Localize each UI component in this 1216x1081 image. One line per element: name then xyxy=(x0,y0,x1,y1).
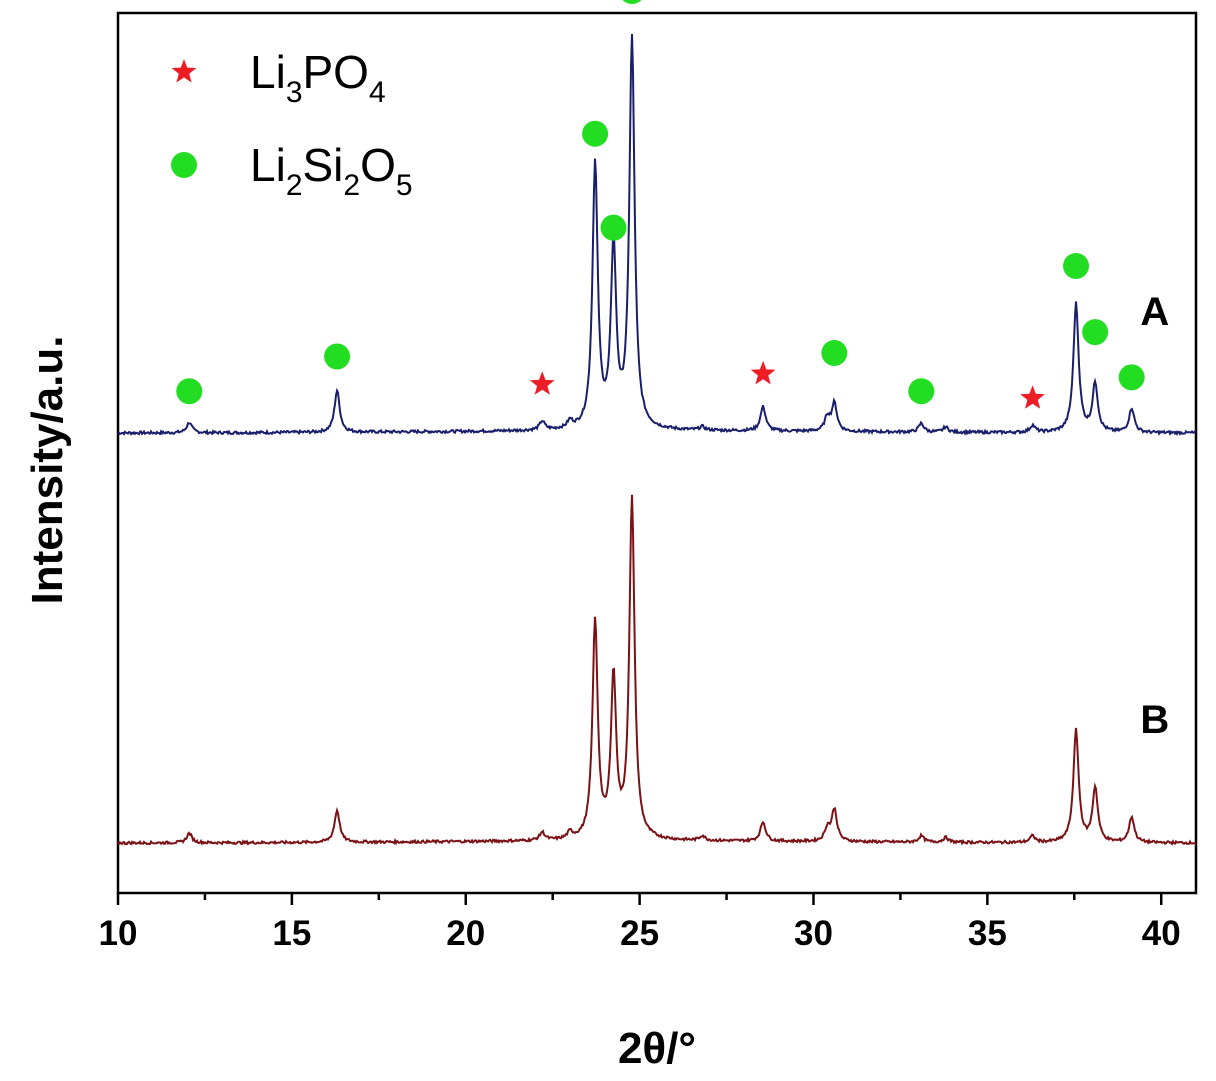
plot-border xyxy=(116,11,1198,895)
li2si2o5-marker xyxy=(600,214,627,241)
li2si2o5-marker xyxy=(821,339,848,366)
x-tick-label: 15 xyxy=(272,914,311,953)
x-tick-label: 10 xyxy=(99,914,138,953)
legend-entry-1: Li2Si2O5 xyxy=(250,139,413,202)
li3po4-marker xyxy=(1020,385,1045,409)
legend-circle-icon xyxy=(171,152,197,178)
x-axis-label: 2θ/° xyxy=(618,1024,696,1073)
li2si2o5-marker xyxy=(324,343,351,370)
series-label-B: B xyxy=(1140,698,1169,742)
li2si2o5-marker xyxy=(1118,364,1145,391)
li2si2o5-marker xyxy=(1082,319,1109,346)
x-tick-label: 30 xyxy=(794,914,833,953)
li2si2o5-marker xyxy=(622,0,642,5)
y-axis-label: Intensity/a.u. xyxy=(23,336,72,605)
li2si2o5-marker xyxy=(582,120,609,147)
li3po4-marker xyxy=(750,360,776,385)
li2si2o5-marker xyxy=(1063,252,1090,279)
x-tick-label: 40 xyxy=(1142,914,1181,953)
series-line-A xyxy=(117,33,1197,437)
li2si2o5-marker xyxy=(908,378,935,405)
legend-entry-0: Li3PO4 xyxy=(250,46,386,109)
plot-frame xyxy=(116,11,1198,895)
x-axis-ticks: 10 15 20 25 30 35 40 xyxy=(99,893,1181,953)
x-tick-label: 25 xyxy=(620,914,659,953)
series-line-B xyxy=(117,494,1197,846)
series-layer: AB xyxy=(117,33,1197,846)
x-tick-label: 35 xyxy=(968,914,1007,953)
x-tick-label: 20 xyxy=(446,914,485,953)
legend: Li3PO4 Li2Si2O5 xyxy=(171,46,413,202)
li3po4-marker xyxy=(529,371,555,395)
legend-star-icon xyxy=(171,59,197,83)
series-label-A: A xyxy=(1140,290,1169,334)
peak-markers xyxy=(176,0,1145,409)
li2si2o5-marker xyxy=(176,378,203,405)
